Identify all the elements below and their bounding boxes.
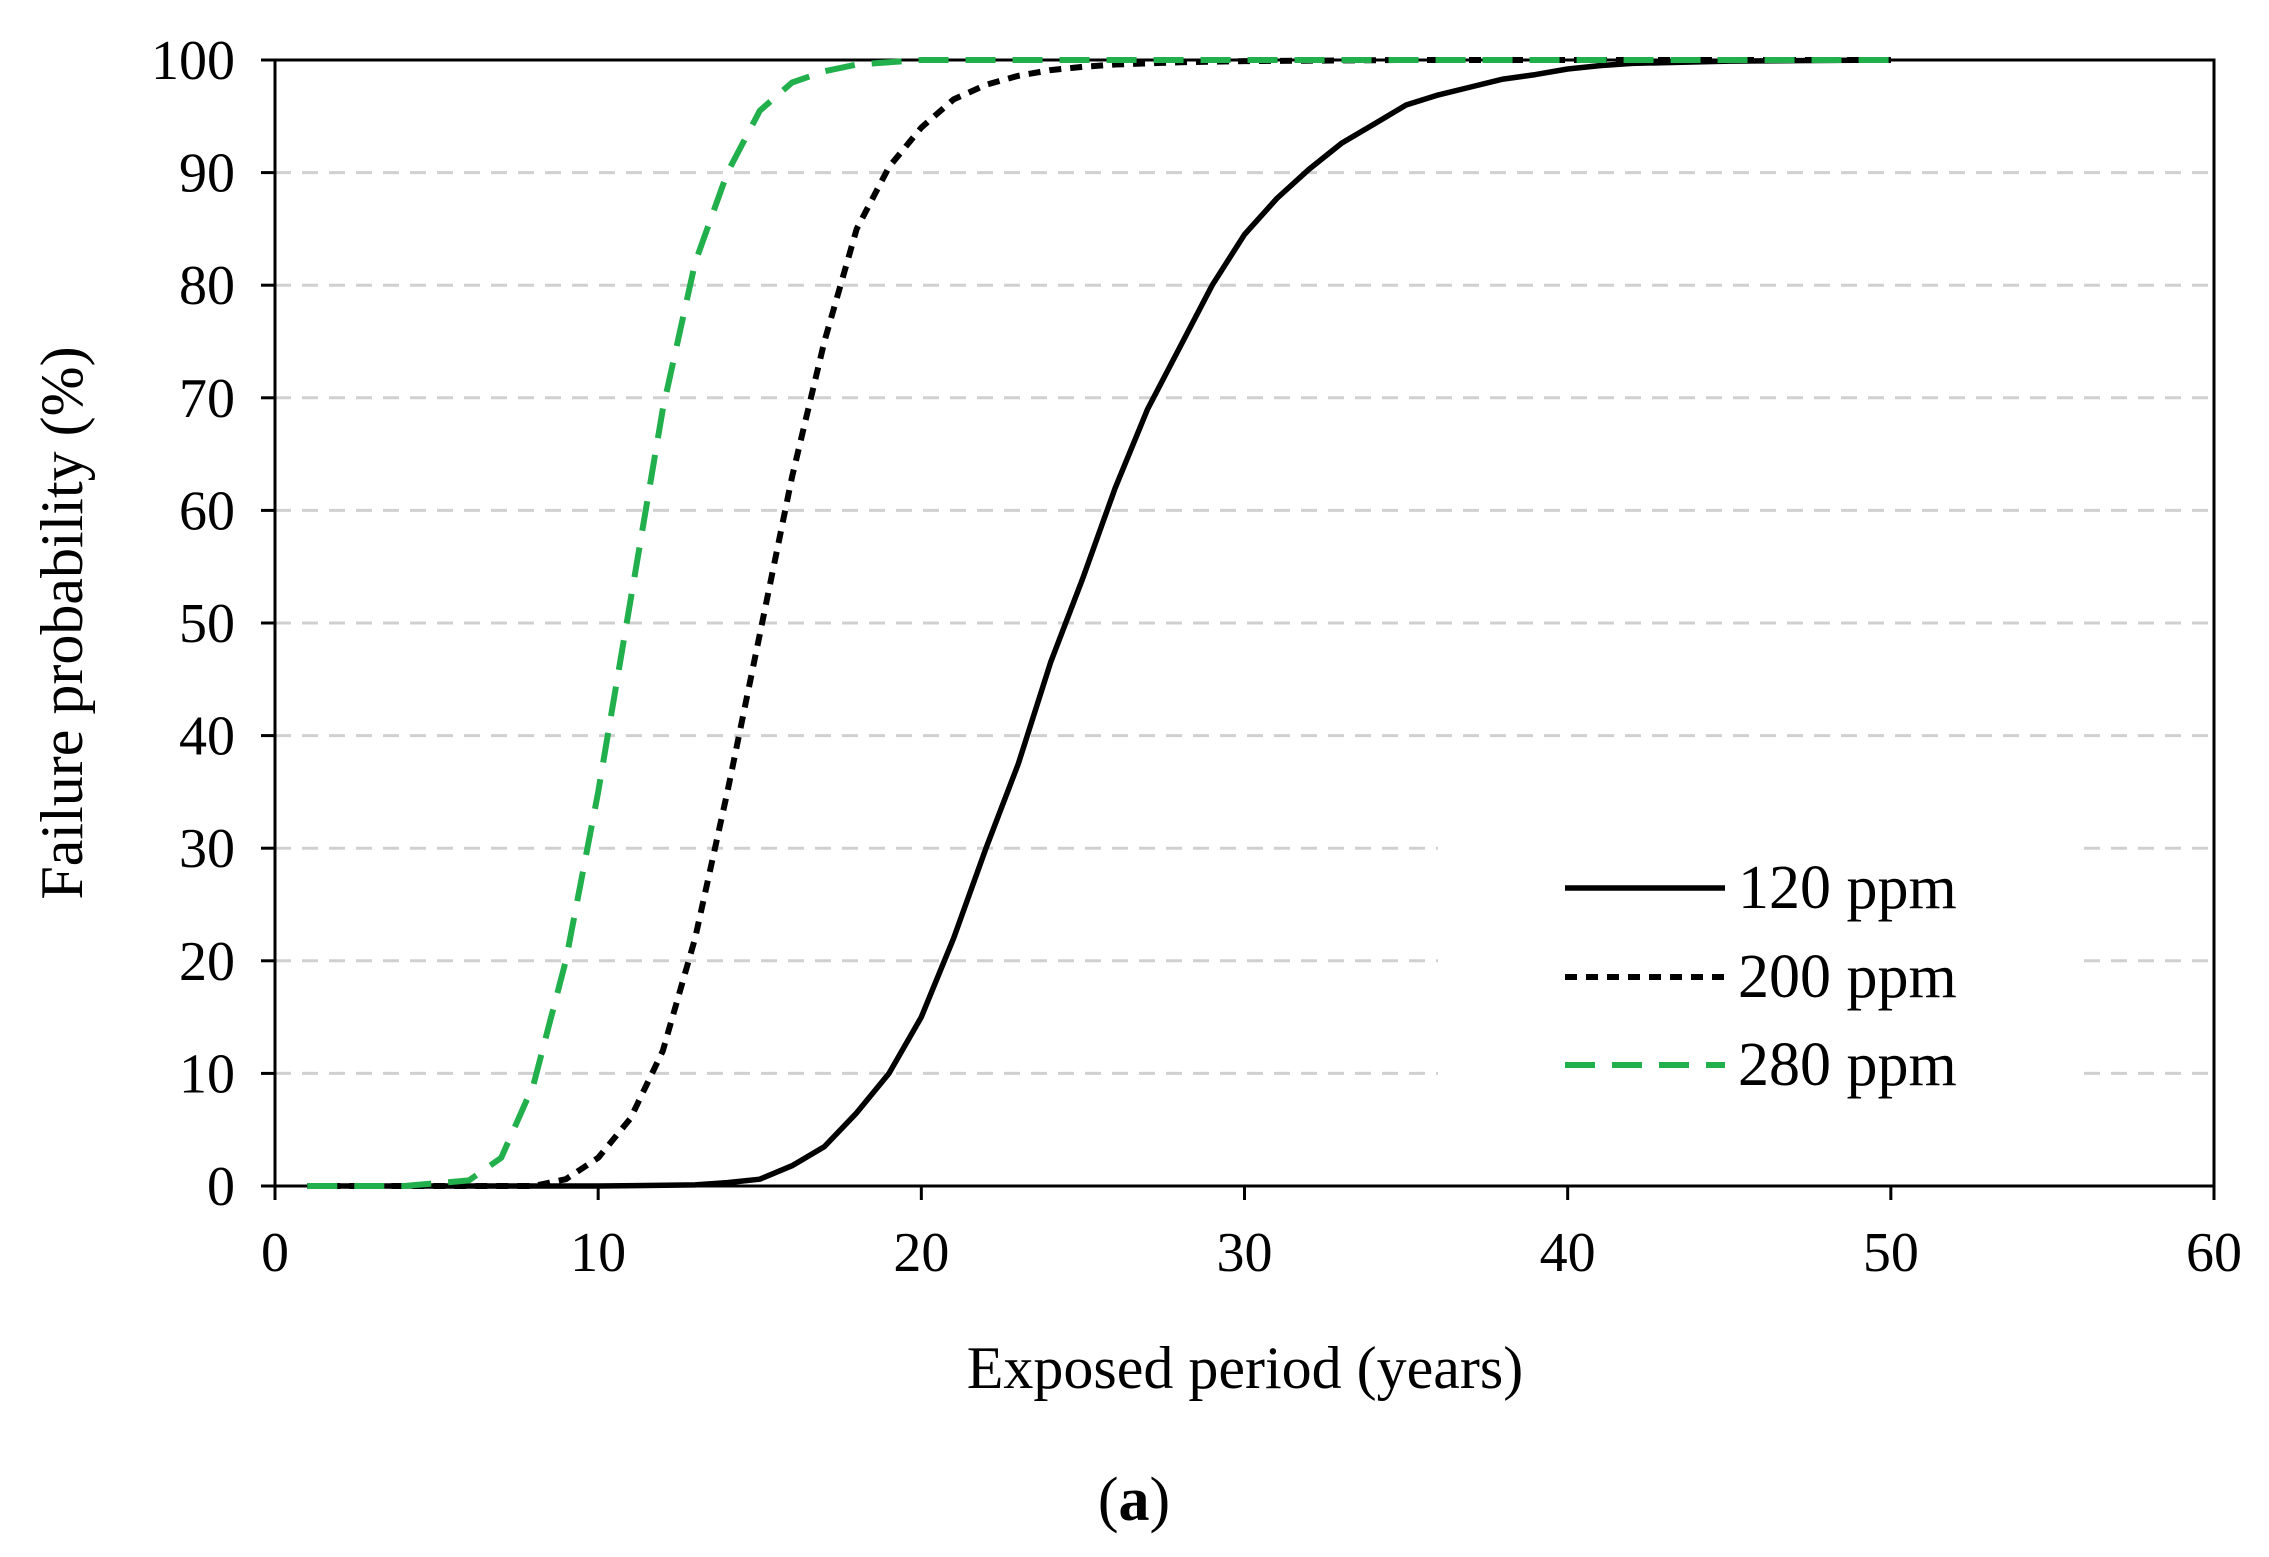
x-tick-label-30: 30 bbox=[1217, 1222, 1273, 1284]
legend-background bbox=[1438, 840, 2078, 1110]
series-line-280-ppm bbox=[307, 57, 1891, 1189]
y-tick-label-30: 30 bbox=[179, 818, 235, 880]
y-tick-label-0: 0 bbox=[207, 1156, 235, 1218]
y-axis-title: Failure probability (%) bbox=[29, 346, 95, 899]
x-tick-label-0: 0 bbox=[261, 1222, 289, 1284]
y-tick-label-70: 70 bbox=[179, 368, 235, 430]
y-tick-label-60: 60 bbox=[179, 480, 235, 542]
legend: 120 ppm 200 ppm 280 ppm bbox=[1438, 840, 2078, 1110]
caption-close-paren: ) bbox=[1150, 1466, 1171, 1534]
y-tick-label-80: 80 bbox=[179, 255, 235, 317]
y-tick-label-100: 100 bbox=[151, 30, 235, 92]
series-line-120-ppm bbox=[307, 57, 1891, 1189]
y-tick-label-50: 50 bbox=[179, 593, 235, 655]
y-tick-label-20: 20 bbox=[179, 931, 235, 993]
x-tick-label-50: 50 bbox=[1863, 1222, 1919, 1284]
y-axis-ticks: 0 10 20 30 40 50 60 70 80 90 100 bbox=[151, 30, 275, 1218]
figure-caption: (a) bbox=[1098, 1466, 1170, 1534]
x-axis-ticks: 0 10 20 30 40 50 60 bbox=[261, 1186, 2242, 1284]
series-lines bbox=[307, 57, 1891, 1189]
x-tick-label-10: 10 bbox=[570, 1222, 626, 1284]
legend-label-200-ppm: 200 ppm bbox=[1738, 943, 1957, 1011]
y-tick-label-40: 40 bbox=[179, 706, 235, 768]
y-tick-label-10: 10 bbox=[179, 1043, 235, 1105]
x-tick-label-60: 60 bbox=[2186, 1222, 2242, 1284]
legend-label-280-ppm: 280 ppm bbox=[1738, 1031, 1957, 1099]
x-tick-label-20: 20 bbox=[893, 1222, 949, 1284]
caption-open-paren: ( bbox=[1098, 1466, 1119, 1534]
x-axis-title: Exposed period (years) bbox=[967, 1335, 1523, 1401]
x-tick-label-40: 40 bbox=[1540, 1222, 1596, 1284]
y-tick-label-90: 90 bbox=[179, 143, 235, 205]
caption-label: a bbox=[1119, 1466, 1150, 1534]
legend-label-120-ppm: 120 ppm bbox=[1738, 854, 1957, 922]
